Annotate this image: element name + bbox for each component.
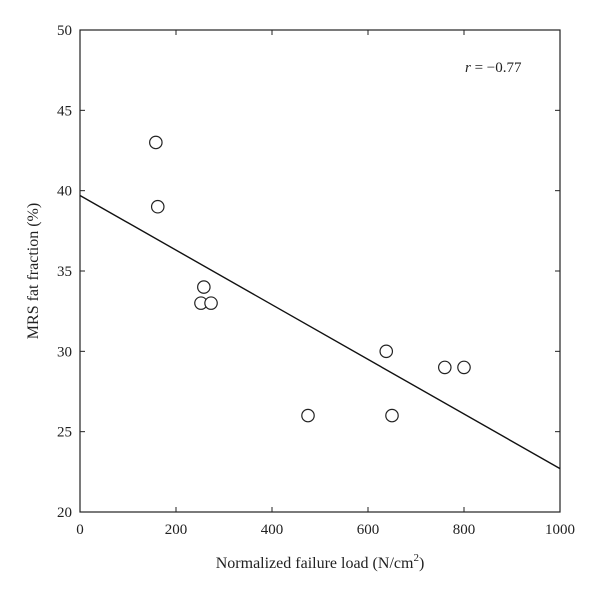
annotation-symbol: r xyxy=(465,60,471,76)
data-point xyxy=(149,135,163,150)
data-point xyxy=(204,296,218,310)
data-point xyxy=(457,360,471,375)
x-tick-label: 0 xyxy=(76,522,84,538)
y-tick-label: 25 xyxy=(57,425,72,441)
regression-line xyxy=(79,194,561,470)
x-tick-label: 600 xyxy=(357,522,380,538)
x-axis-label-main: Normalized failure load (N/cm xyxy=(216,555,414,572)
x-tick-label: 400 xyxy=(261,522,284,538)
y-tick-label: 30 xyxy=(57,344,72,360)
x-axis-label-superscript: 2 xyxy=(413,552,419,564)
data-point xyxy=(301,408,315,423)
x-tick-label: 200 xyxy=(165,522,188,538)
data-point xyxy=(197,280,211,294)
y-tick-label: 20 xyxy=(57,505,72,521)
y-tick-label: 40 xyxy=(57,184,72,200)
data-point xyxy=(150,199,165,214)
x-tick-label: 800 xyxy=(453,522,476,538)
y-tick-label: 35 xyxy=(57,264,72,280)
y-tick-label: 45 xyxy=(57,103,72,119)
data-point xyxy=(379,344,394,359)
y-axis-label: MRS fat fraction (%) xyxy=(25,203,42,339)
tick-labels: 0 200 400 600 800 1000 20 25 30 35 40 45 50 xyxy=(57,23,575,538)
y-tick-label: 50 xyxy=(57,23,72,39)
correlation-annotation: r = −0.77 xyxy=(465,60,522,76)
x-axis-label: Normalized failure load (N/cm2) xyxy=(216,552,425,572)
data-points xyxy=(149,135,471,423)
x-tick-label: 1000 xyxy=(545,522,575,538)
data-point xyxy=(437,360,452,375)
data-point xyxy=(385,408,399,423)
axis-ticks xyxy=(79,29,561,513)
plot-frame xyxy=(79,29,561,513)
annotation-value: = −0.77 xyxy=(471,60,522,76)
x-axis-label-suffix: ) xyxy=(419,555,424,572)
